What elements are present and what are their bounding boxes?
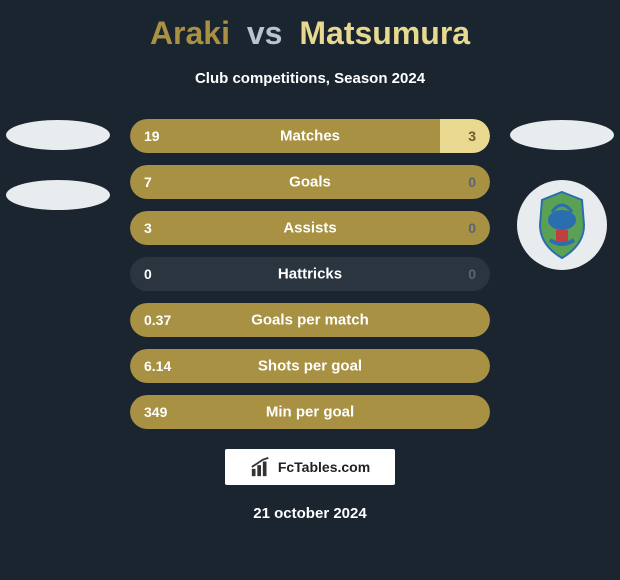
subtitle: Club competitions, Season 2024 bbox=[0, 70, 620, 87]
stat-label: Matches bbox=[280, 128, 340, 145]
stat-row: 3 Assists 0 bbox=[130, 211, 490, 245]
stat-value-right: 3 bbox=[468, 128, 476, 144]
title-vs: vs bbox=[247, 15, 283, 51]
date-label: 21 october 2024 bbox=[0, 505, 620, 522]
title-player-left: Araki bbox=[150, 15, 230, 51]
stat-value-left: 0 bbox=[144, 266, 152, 282]
stat-value-right: 0 bbox=[468, 266, 476, 282]
nation-badge-placeholder bbox=[6, 180, 110, 210]
club-badge-placeholder bbox=[510, 120, 614, 150]
stat-label: Shots per goal bbox=[258, 358, 362, 375]
stat-value-left: 7 bbox=[144, 174, 152, 190]
title-player-right: Matsumura bbox=[299, 15, 470, 51]
stat-row: 0.37 Goals per match bbox=[130, 303, 490, 337]
right-badges bbox=[512, 120, 612, 270]
stat-row: 7 Goals 0 bbox=[130, 165, 490, 199]
shield-icon bbox=[532, 190, 592, 260]
left-badges bbox=[8, 120, 108, 210]
brand-text: FcTables.com bbox=[278, 459, 370, 475]
stat-value-right: 0 bbox=[468, 174, 476, 190]
chart-icon bbox=[250, 456, 272, 478]
stat-bar-right bbox=[440, 119, 490, 153]
stat-value-right: 0 bbox=[468, 220, 476, 236]
comparison-card: Araki vs Matsumura Club competitions, Se… bbox=[0, 0, 620, 580]
stat-row: 19 Matches 3 bbox=[130, 119, 490, 153]
stat-row: 6.14 Shots per goal bbox=[130, 349, 490, 383]
stat-label: Hattricks bbox=[278, 266, 342, 283]
stat-label: Min per goal bbox=[266, 404, 354, 421]
stat-row: 349 Min per goal bbox=[130, 395, 490, 429]
brand-badge: FcTables.com bbox=[225, 449, 395, 485]
stat-row: 0 Hattricks 0 bbox=[130, 257, 490, 291]
stat-value-left: 19 bbox=[144, 128, 160, 144]
page-title: Araki vs Matsumura bbox=[0, 15, 620, 52]
stat-label: Goals per match bbox=[251, 312, 369, 329]
stats-bars: 19 Matches 3 7 Goals 0 3 Assists 0 0 Hattricks 0 0.3… bbox=[130, 119, 490, 429]
club-badge-placeholder bbox=[6, 120, 110, 150]
stat-label: Goals bbox=[289, 174, 331, 191]
stat-value-left: 6.14 bbox=[144, 358, 171, 374]
stat-value-left: 3 bbox=[144, 220, 152, 236]
club-crest bbox=[517, 180, 607, 270]
stat-label: Assists bbox=[283, 220, 336, 237]
stat-value-left: 349 bbox=[144, 404, 167, 420]
stat-value-left: 0.37 bbox=[144, 312, 171, 328]
